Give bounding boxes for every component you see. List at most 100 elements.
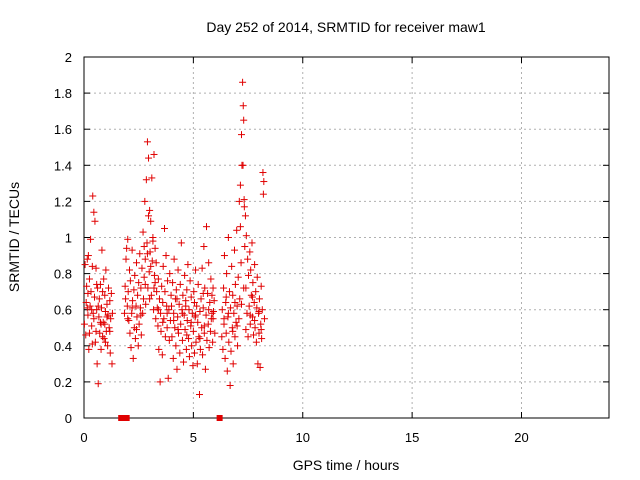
data-point bbox=[106, 297, 114, 305]
data-point bbox=[153, 288, 161, 296]
data-point bbox=[245, 271, 252, 279]
data-point bbox=[259, 190, 267, 198]
data-point bbox=[181, 326, 189, 334]
y-tick-label: 0.2 bbox=[54, 375, 72, 390]
data-point bbox=[145, 268, 153, 276]
data-point bbox=[220, 315, 228, 323]
data-point bbox=[162, 252, 170, 260]
data-point bbox=[130, 286, 138, 294]
data-point bbox=[96, 329, 104, 337]
data-point bbox=[159, 298, 167, 306]
data-point bbox=[165, 336, 173, 344]
data-point bbox=[259, 169, 267, 177]
data-point bbox=[161, 288, 169, 296]
data-point bbox=[106, 349, 114, 357]
data-point bbox=[207, 275, 215, 283]
data-point bbox=[182, 345, 190, 353]
data-point bbox=[165, 306, 173, 314]
data-point bbox=[224, 234, 232, 241]
data-point bbox=[93, 280, 101, 288]
data-point bbox=[152, 315, 160, 323]
data-point bbox=[149, 234, 157, 241]
data-point bbox=[166, 270, 174, 278]
data-point bbox=[233, 322, 241, 330]
data-point bbox=[145, 154, 153, 162]
data-point bbox=[194, 318, 202, 326]
data-point bbox=[131, 271, 139, 279]
data-point bbox=[258, 306, 266, 314]
data-point bbox=[183, 317, 191, 325]
data-point bbox=[137, 331, 145, 339]
data-point bbox=[164, 374, 172, 382]
data-point bbox=[121, 282, 129, 290]
data-point bbox=[150, 271, 158, 279]
data-point bbox=[83, 304, 91, 312]
data-point bbox=[185, 306, 193, 314]
data-point bbox=[235, 315, 243, 323]
data-point bbox=[133, 313, 141, 321]
data-point bbox=[122, 255, 130, 263]
data-point bbox=[229, 291, 237, 299]
data-point bbox=[185, 335, 193, 343]
data-point bbox=[82, 331, 90, 339]
data-point bbox=[252, 288, 260, 296]
data-point bbox=[220, 252, 228, 260]
data-point bbox=[140, 273, 148, 281]
data-point bbox=[225, 338, 233, 346]
data-point bbox=[248, 239, 256, 247]
data-point bbox=[151, 244, 159, 252]
data-point bbox=[93, 360, 101, 368]
data-point bbox=[245, 302, 253, 310]
data-point bbox=[138, 264, 146, 272]
data-point bbox=[231, 298, 239, 306]
data-point bbox=[173, 295, 181, 303]
data-point bbox=[188, 309, 196, 317]
data-point bbox=[238, 300, 245, 308]
data-point bbox=[132, 302, 140, 310]
data-point bbox=[140, 243, 148, 251]
data-point bbox=[143, 138, 151, 146]
data-point bbox=[236, 181, 244, 189]
data-point bbox=[91, 338, 99, 346]
data-point bbox=[251, 261, 259, 269]
data-point bbox=[98, 304, 105, 312]
data-point bbox=[185, 353, 193, 361]
data-point bbox=[94, 380, 102, 388]
data-point bbox=[160, 315, 168, 323]
data-point bbox=[198, 264, 206, 272]
data-point bbox=[169, 354, 177, 362]
data-point bbox=[133, 326, 140, 334]
data-point bbox=[246, 248, 254, 256]
data-point bbox=[232, 318, 240, 326]
data-point bbox=[90, 208, 98, 216]
data-point bbox=[92, 264, 100, 272]
data-point bbox=[167, 291, 175, 299]
data-point bbox=[124, 288, 132, 296]
data-point bbox=[101, 308, 109, 316]
data-point bbox=[196, 335, 204, 343]
data-point bbox=[234, 342, 242, 350]
data-point bbox=[238, 131, 245, 139]
data-point bbox=[177, 320, 185, 328]
data-point bbox=[96, 318, 104, 326]
data-point bbox=[256, 363, 264, 371]
data-point bbox=[172, 286, 180, 294]
data-point bbox=[168, 302, 175, 310]
data-point bbox=[135, 320, 143, 328]
data-point bbox=[91, 217, 99, 225]
y-tick-label: 0.6 bbox=[54, 303, 72, 318]
data-point bbox=[150, 284, 158, 292]
data-point bbox=[221, 354, 229, 362]
data-point bbox=[108, 309, 116, 317]
data-point bbox=[188, 342, 196, 350]
data-point bbox=[194, 280, 202, 288]
data-point bbox=[203, 223, 210, 231]
data-point bbox=[178, 309, 186, 317]
data-point bbox=[179, 291, 187, 299]
data-point bbox=[222, 329, 230, 337]
data-point bbox=[134, 291, 142, 299]
data-point bbox=[84, 252, 92, 260]
data-point bbox=[100, 275, 108, 283]
data-point bbox=[233, 226, 241, 234]
